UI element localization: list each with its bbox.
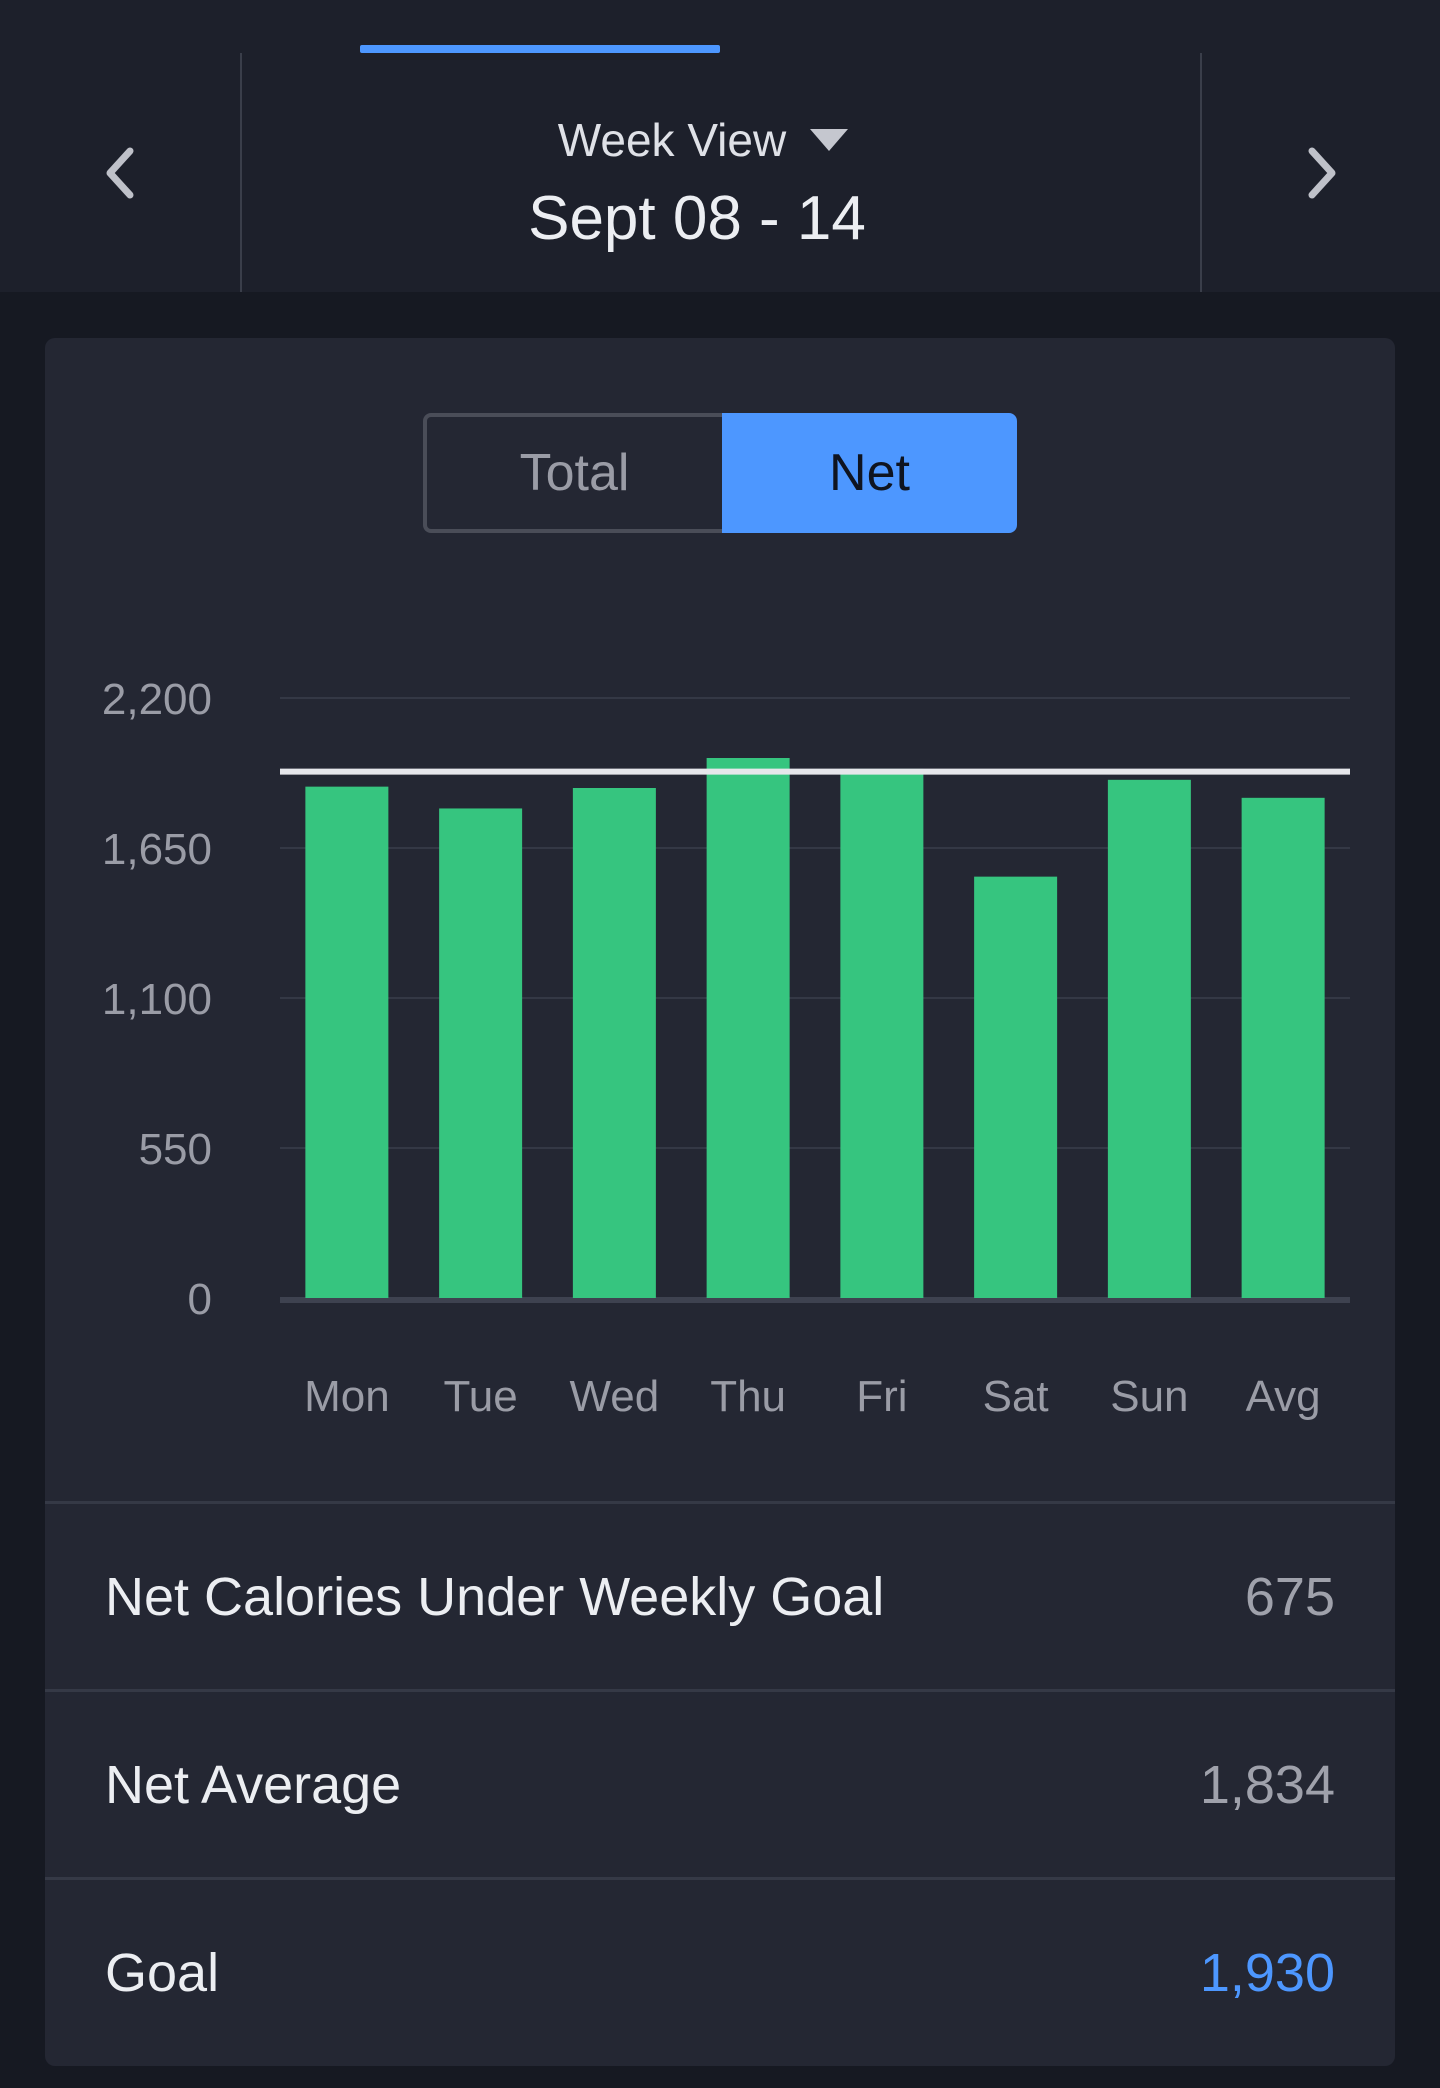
y-tick-label: 550 [139, 1125, 212, 1174]
x-tick-label: Sat [983, 1372, 1049, 1421]
bar-mon [305, 786, 389, 1298]
stat-row-under-goal: Net Calories Under Weekly Goal 675 [45, 1501, 1395, 1689]
week-navigation-bar: Week View Sept 08 - 14 [0, 0, 1440, 292]
next-week-button[interactable] [1200, 53, 1440, 292]
x-tick-label: Fri [856, 1372, 907, 1421]
stat-label: Goal [105, 1942, 220, 2003]
y-tick-label: 1,650 [102, 825, 212, 874]
x-tick-label: Mon [304, 1372, 390, 1421]
bar-sun [1107, 779, 1191, 1298]
stat-value: 1,834 [1199, 1754, 1335, 1815]
x-tick-label: Avg [1246, 1372, 1321, 1421]
week-view-dropdown[interactable]: Week View [224, 113, 1182, 167]
caret-down-icon [810, 129, 849, 151]
net-toggle-button[interactable]: Net [722, 413, 1017, 533]
bar-tue [439, 808, 523, 1298]
x-tick-label: Thu [710, 1372, 786, 1421]
x-tick-label: Sun [1110, 1372, 1188, 1421]
chevron-left-icon [106, 147, 134, 198]
previous-week-button[interactable] [0, 53, 242, 292]
net-calories-bar-chart: 0 550 1,100 1,650 2,200 Mon Tue Wed Thu Fri Sat Sun… [102, 675, 1350, 1421]
date-range-title: Sept 08 - 14 [528, 184, 866, 253]
bar-avg [1241, 797, 1325, 1298]
stat-value: 675 [1244, 1566, 1335, 1627]
week-selector: Week View Sept 08 - 14 [242, 53, 1200, 292]
chevron-right-icon [1308, 147, 1336, 198]
x-tick-label: Wed [570, 1372, 660, 1421]
stat-label: Net Average [105, 1754, 402, 1815]
week-view-label: Week View [557, 114, 787, 166]
y-tick-label: 0 [188, 1275, 212, 1324]
bar-sat [974, 876, 1058, 1298]
total-net-toggle: Total Net [423, 413, 1017, 533]
bar-thu [706, 758, 790, 1298]
stat-value: 1,930 [1199, 1942, 1335, 2003]
bar-wed [572, 788, 656, 1298]
stat-row-goal: Goal 1,930 [45, 1877, 1395, 2065]
total-toggle-button[interactable]: Total [423, 413, 722, 533]
net-calories-card: Total Net 0 550 1,100 1,650 2,200 Mon Tue Wed Th… [45, 338, 1395, 2066]
stat-label: Net Calories Under Weekly Goal [105, 1566, 885, 1627]
y-tick-label: 1,100 [102, 975, 212, 1024]
x-tick-label: Tue [444, 1372, 518, 1421]
y-tick-label: 2,200 [102, 675, 212, 724]
bar-fri [840, 768, 924, 1298]
stat-row-net-average: Net Average 1,834 [45, 1689, 1395, 1877]
active-tab-indicator [360, 45, 720, 53]
